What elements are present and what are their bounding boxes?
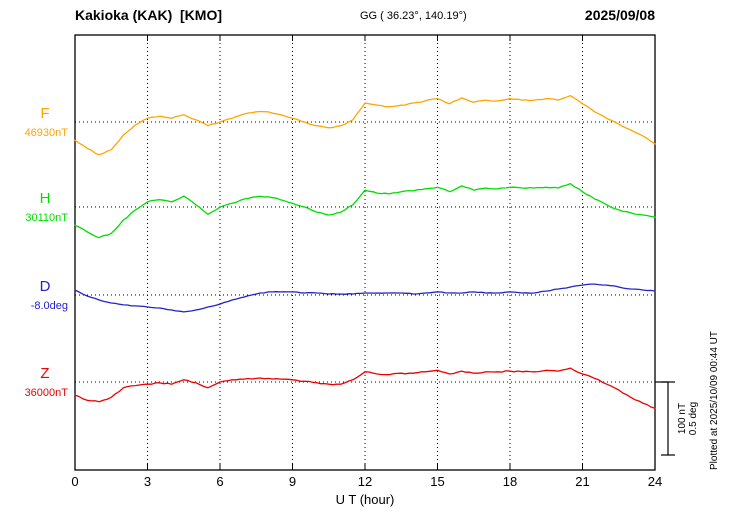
trace-baseline-value-d: -8.0deg (30, 300, 68, 312)
trace-label-z: Z (40, 365, 50, 382)
trace-baseline-value-f: 46930nT (24, 127, 68, 139)
x-tick-label: 0 (71, 474, 78, 489)
scale-bar-labels: 100 nT 0.5 deg (677, 382, 699, 455)
station-title: Kakioka (KAK) [KMO] (75, 7, 223, 23)
x-tick-label: 3 (144, 474, 151, 489)
plotted-at-timestamp: Plotted at 2025/10/09 00:44 UT (709, 331, 720, 470)
scale-bar-nt-label: 100 nT (677, 402, 688, 435)
trace-label-f: F (40, 105, 50, 122)
trace-label-h: H (39, 190, 51, 207)
x-tick-label: 24 (648, 474, 662, 489)
x-tick-label: 6 (216, 474, 223, 489)
x-tick-label: 18 (503, 474, 517, 489)
trace-label-d: D (39, 278, 51, 295)
x-tick-label: 15 (430, 474, 444, 489)
trace-F (74, 95, 656, 156)
observation-date: 2025/09/08 (584, 7, 655, 23)
trace-baseline-value-h: 30110nT (25, 212, 68, 224)
trace-Z (74, 367, 656, 409)
x-axis-label: U T (hour) (335, 492, 395, 507)
x-tick-label: 12 (358, 474, 372, 489)
scale-bar-deg-label: 0.5 deg (688, 401, 699, 436)
x-tick-label: 21 (575, 474, 589, 489)
trace-H (74, 182, 656, 239)
trace-baseline-value-z: 36000nT (24, 387, 68, 399)
geographic-coordinates: GG ( 36.23°, 140.19°) (360, 10, 467, 22)
trace-D (74, 283, 656, 313)
x-tick-label: 9 (289, 474, 296, 489)
